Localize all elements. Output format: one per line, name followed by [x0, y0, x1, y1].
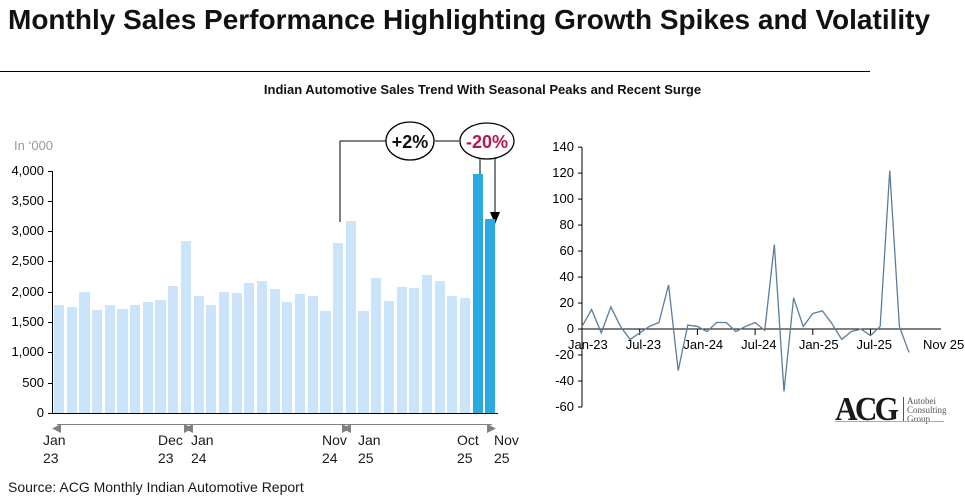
svg-text:120: 120	[552, 165, 574, 180]
svg-text:0: 0	[567, 321, 574, 336]
svg-text:20: 20	[560, 295, 574, 310]
svg-text:Jan-24: Jan-24	[683, 337, 723, 352]
svg-text:-60: -60	[555, 399, 574, 414]
svg-text:Jul-24: Jul-24	[741, 337, 776, 352]
svg-text:40: 40	[560, 269, 574, 284]
svg-text:Jan-25: Jan-25	[799, 337, 839, 352]
svg-text:80: 80	[560, 217, 574, 232]
svg-text:Jul-25: Jul-25	[857, 337, 892, 352]
svg-text:100: 100	[552, 191, 574, 206]
svg-text:-40: -40	[555, 373, 574, 388]
svg-text:Jan-23: Jan-23	[568, 337, 608, 352]
svg-text:140: 140	[552, 139, 574, 154]
svg-text:60: 60	[560, 243, 574, 258]
svg-text:Nov 25: Nov 25	[923, 337, 964, 352]
